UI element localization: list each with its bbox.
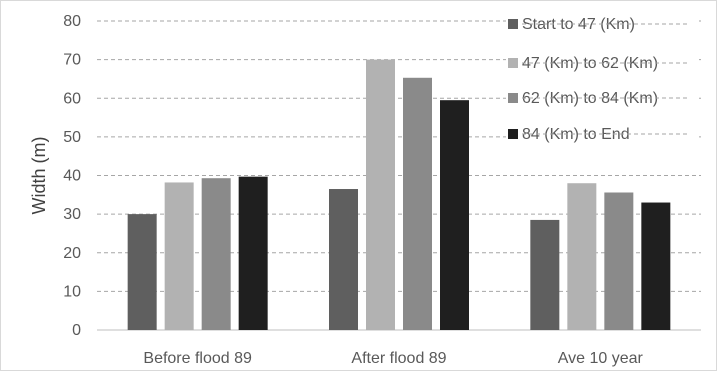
bar <box>127 214 157 330</box>
y-tick-label: 0 <box>72 322 81 339</box>
y-tick-label: 30 <box>63 206 81 223</box>
legend-label: 84 (Km) to End <box>522 126 630 143</box>
gridlines <box>97 20 701 331</box>
legend: Start to 47 (Km)47 (Km) to 62 (Km)62 (Km… <box>506 13 696 145</box>
bar <box>238 176 268 330</box>
x-tick-labels: Before flood 89 After flood 89 Ave 10 year <box>143 350 643 367</box>
y-tick-label: 40 <box>63 168 81 185</box>
y-tick-label: 60 <box>63 90 81 107</box>
bar <box>567 183 597 330</box>
bars <box>127 59 671 331</box>
bar <box>201 178 231 330</box>
y-tick-label: 20 <box>63 245 81 262</box>
x-tick-label: Ave 10 year <box>558 350 644 367</box>
x-tick-label: After flood 89 <box>351 350 446 367</box>
bar <box>604 192 634 330</box>
bar <box>366 59 395 330</box>
legend-swatch <box>508 93 518 103</box>
legend-swatch <box>508 19 518 29</box>
y-tick-label: 70 <box>63 52 81 69</box>
y-axis-label: Width (m) <box>29 137 49 215</box>
bar <box>164 182 194 330</box>
legend-label: 47 (Km) to 62 (Km) <box>522 55 658 72</box>
legend-label: 62 (Km) to 84 (Km) <box>522 90 658 107</box>
bar <box>530 219 560 330</box>
bar <box>403 77 432 330</box>
x-tick-label: Before flood 89 <box>143 350 252 367</box>
y-tick-label: 10 <box>63 283 81 300</box>
legend-swatch <box>508 129 518 139</box>
legend-swatch <box>508 58 518 68</box>
y-tick-labels: 0 10 20 30 40 50 60 70 80 <box>63 13 81 339</box>
bar <box>641 202 671 330</box>
y-tick-label: 50 <box>63 129 81 146</box>
bar <box>440 100 469 331</box>
bar <box>329 189 358 330</box>
y-tick-label: 80 <box>63 13 81 30</box>
